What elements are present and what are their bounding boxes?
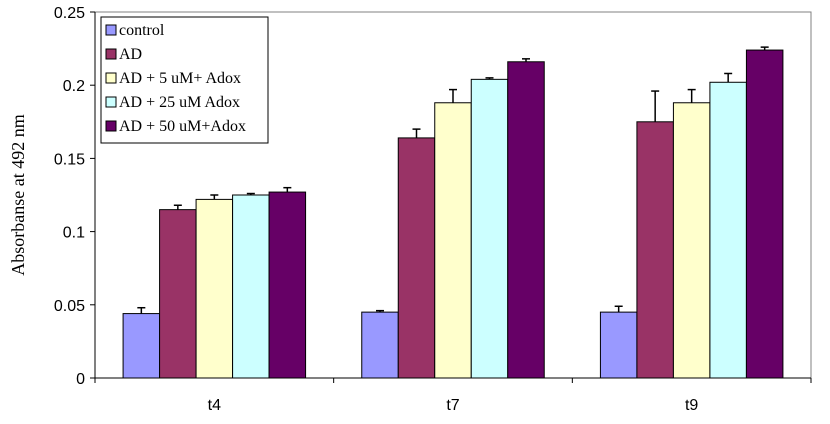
- bar-t9-series-3: [672, 102, 711, 379]
- y-tick-label: 0.05: [54, 298, 85, 315]
- bar-t9-series-4: [709, 81, 747, 379]
- legend: control AD AD + 5 uM+ Adox AD + 25 uM Adox A…: [100, 16, 269, 144]
- legend-swatch: [105, 72, 117, 84]
- x-tick-label-t7: t7: [446, 397, 459, 414]
- y-tick-label: 0.2: [63, 78, 85, 95]
- bar-t7-series-2: [397, 137, 436, 379]
- y-tick-label: 0.15: [54, 151, 85, 168]
- y-tick-label: 0: [76, 371, 85, 388]
- bar-t9-series-1: [599, 311, 638, 379]
- bar-t4-series-3: [195, 198, 234, 379]
- x-axis: t4 t7 t9: [94, 377, 812, 414]
- x-tick-label-t9: t9: [685, 397, 698, 414]
- legend-label: AD: [119, 46, 142, 63]
- legend-swatch: [105, 120, 117, 132]
- legend-swatch: [105, 48, 117, 60]
- legend-box: [100, 16, 269, 144]
- legend-swatch: [105, 96, 117, 108]
- bars-group: [122, 46, 784, 379]
- bar-t4-series-5: [268, 191, 307, 379]
- x-tick-label-t4: t4: [208, 397, 221, 414]
- bar-t9-series-5: [745, 49, 784, 379]
- legend-label: AD + 25 uM Adox: [119, 94, 240, 111]
- legend-label: control: [119, 22, 165, 39]
- y-axis-title: Absorbanse at 492 nm: [8, 114, 28, 275]
- y-tick-label: 0.25: [54, 5, 85, 22]
- bar-t7-series-4: [470, 78, 509, 379]
- y-tick-label: 0.1: [63, 225, 85, 242]
- legend-swatch: [105, 24, 117, 36]
- bar-t4-series-1: [122, 313, 161, 379]
- bar-t4-series-2: [159, 209, 197, 379]
- bar-t4-series-4: [232, 194, 270, 379]
- legend-label: AD + 5 uM+ Adox: [119, 70, 241, 87]
- bar-t9-series-2: [636, 121, 674, 379]
- bar-t7-series-5: [507, 61, 545, 379]
- bar-t7-series-3: [434, 102, 472, 379]
- legend-label: AD + 50 uM+Adox: [119, 118, 246, 135]
- y-axis: 0 0.05 0.1 0.15 0.2 0.25: [54, 5, 96, 388]
- bar-t7-series-1: [361, 311, 399, 379]
